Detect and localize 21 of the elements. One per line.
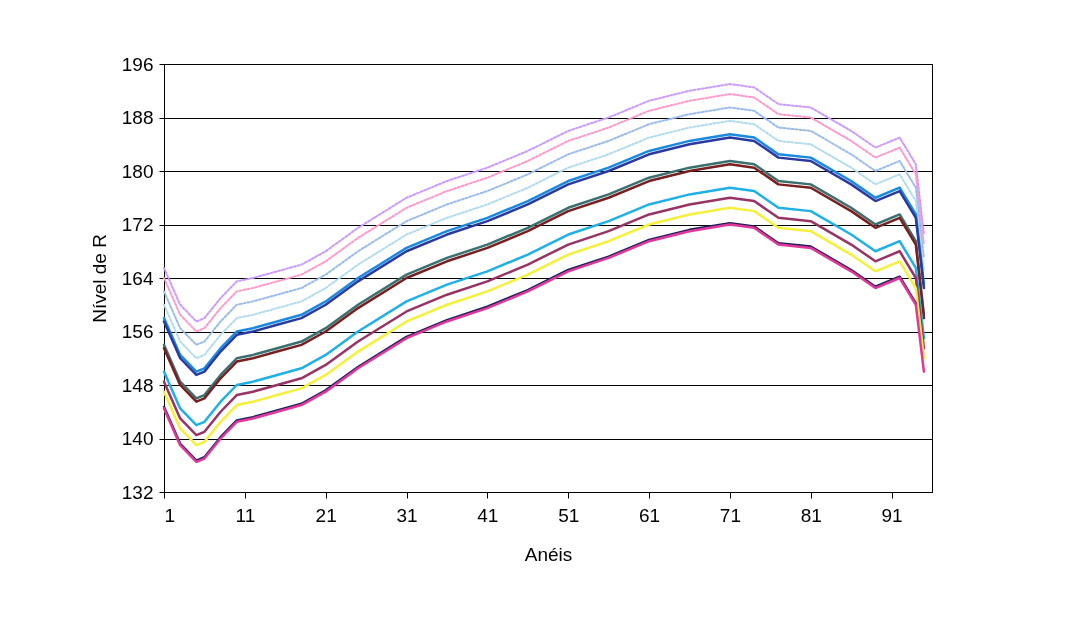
y-tick-label: 164: [121, 267, 154, 289]
x-tick-label: 21: [315, 504, 337, 526]
y-tick-label: 172: [121, 214, 154, 235]
x-axis-title: Anéis: [524, 543, 573, 565]
x-tick-label: 81: [800, 504, 822, 526]
y-axis-title: Nível de R: [88, 234, 110, 323]
y-tick-label: 156: [121, 321, 154, 342]
y-tick-label: 196: [121, 53, 154, 75]
x-tick-label: 61: [638, 504, 661, 526]
y-tick-label: 148: [121, 374, 154, 396]
y-tick-label: 180: [121, 160, 154, 182]
x-tick-label: 31: [396, 504, 418, 526]
x-tick-label: 1: [164, 504, 176, 526]
y-tick-label: 188: [121, 107, 154, 128]
x-tick-label: 41: [477, 504, 499, 526]
x-tick-label: 91: [881, 504, 903, 526]
x-tick-label: 51: [558, 504, 580, 526]
y-tick-label: 140: [121, 428, 154, 449]
y-tick-label: 132: [121, 481, 154, 503]
x-tick-label: 11: [235, 504, 256, 526]
x-tick-label: 71: [719, 504, 741, 526]
